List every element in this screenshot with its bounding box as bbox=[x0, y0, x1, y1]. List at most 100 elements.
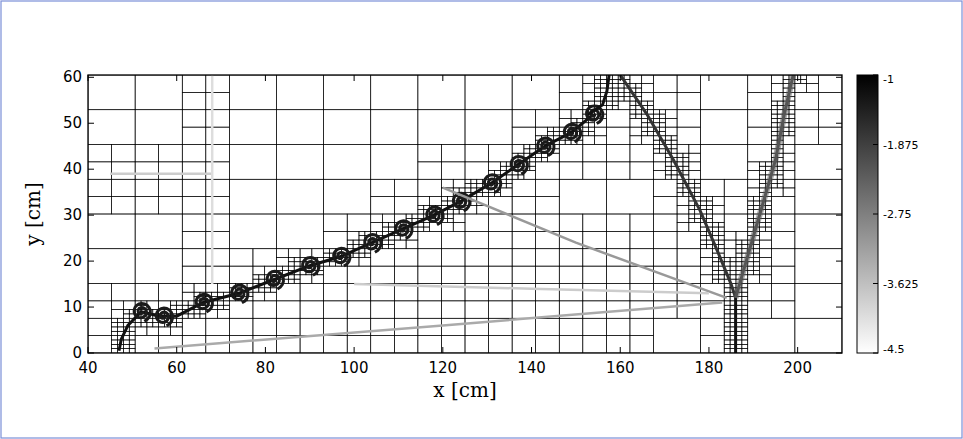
mesh-cell bbox=[695, 214, 701, 218]
mesh-cell bbox=[483, 192, 489, 196]
mesh-cell bbox=[606, 127, 630, 144]
mesh-cell bbox=[748, 92, 772, 109]
mesh-cell bbox=[654, 301, 678, 318]
mesh-cell bbox=[659, 123, 665, 127]
mesh-cell bbox=[765, 227, 771, 231]
mesh-cell bbox=[618, 88, 624, 92]
mesh-cell bbox=[760, 227, 766, 231]
mesh-cell bbox=[465, 231, 489, 248]
mesh-cell bbox=[724, 292, 730, 296]
mesh-cell bbox=[701, 257, 713, 266]
mesh-cell bbox=[736, 240, 742, 244]
mesh-cell bbox=[807, 84, 819, 93]
mesh-cell bbox=[748, 188, 760, 197]
mesh-cell bbox=[206, 318, 230, 335]
mesh-cell bbox=[536, 153, 542, 157]
mesh-cell bbox=[489, 249, 513, 266]
mesh-cell bbox=[206, 284, 218, 293]
mesh-cell bbox=[771, 301, 795, 318]
mesh-cell bbox=[595, 136, 607, 145]
mesh-cell bbox=[112, 310, 124, 319]
mesh-cell bbox=[783, 79, 789, 83]
mesh-cell bbox=[724, 340, 730, 344]
mesh-cell bbox=[712, 257, 718, 261]
mesh-cell bbox=[182, 284, 194, 293]
mesh-cell bbox=[524, 149, 530, 153]
feature-line bbox=[354, 284, 709, 293]
mesh-cell bbox=[595, 84, 601, 88]
mesh-cell bbox=[701, 205, 707, 209]
mesh-cell bbox=[300, 284, 324, 301]
mesh-cell bbox=[748, 145, 772, 162]
mesh-cell bbox=[671, 149, 677, 153]
mesh-cell bbox=[229, 301, 253, 318]
x-tick bbox=[620, 347, 621, 353]
mesh-cell bbox=[671, 175, 677, 179]
mesh-cell bbox=[512, 197, 536, 214]
mesh-cell bbox=[418, 336, 442, 353]
mesh-cell bbox=[777, 105, 783, 109]
x-tick-label: 80 bbox=[256, 359, 275, 377]
mesh-cell bbox=[795, 110, 819, 127]
mesh-cell bbox=[754, 253, 760, 257]
mesh-cell bbox=[512, 179, 536, 196]
mesh-cell bbox=[654, 75, 678, 92]
mesh-cell bbox=[123, 349, 129, 353]
y-tick bbox=[836, 169, 842, 170]
mesh-cell bbox=[388, 227, 394, 231]
mesh-cell bbox=[465, 75, 512, 110]
mesh-cell bbox=[724, 301, 730, 305]
mesh-cell bbox=[701, 266, 713, 275]
mesh-cell bbox=[789, 118, 795, 122]
mesh-cell bbox=[742, 318, 748, 322]
y-tick bbox=[836, 261, 842, 262]
mesh-cell bbox=[383, 223, 389, 227]
mesh-cell bbox=[677, 205, 689, 214]
mesh-cell bbox=[636, 84, 642, 88]
mesh-cell bbox=[718, 223, 724, 227]
mesh-cell bbox=[742, 314, 748, 318]
mesh-cell bbox=[547, 127, 553, 131]
mesh-cell bbox=[129, 331, 135, 335]
y-tick bbox=[88, 123, 94, 124]
mesh-cell bbox=[200, 310, 206, 314]
mesh-cell bbox=[689, 205, 695, 209]
mesh-cell bbox=[324, 253, 330, 257]
mesh-cell bbox=[795, 284, 842, 319]
mesh-cell bbox=[689, 218, 695, 222]
mesh-cell bbox=[506, 175, 512, 179]
mesh-cell bbox=[530, 145, 536, 149]
mesh-cell bbox=[624, 75, 630, 79]
mesh-cell bbox=[630, 231, 654, 248]
mesh-cell bbox=[347, 244, 353, 248]
mesh-cell bbox=[206, 110, 230, 127]
mesh-cell bbox=[642, 75, 654, 84]
mesh-cell bbox=[259, 288, 265, 292]
mesh-cell bbox=[701, 318, 725, 335]
mesh-cell bbox=[571, 110, 583, 119]
mesh-cell bbox=[701, 75, 748, 110]
mesh-cell bbox=[294, 262, 300, 266]
mesh-cell bbox=[512, 301, 536, 318]
x-tick bbox=[620, 75, 621, 81]
mesh-cell bbox=[760, 162, 766, 166]
mesh-cell bbox=[677, 158, 683, 162]
mesh-cell bbox=[536, 179, 560, 196]
mesh-cell bbox=[642, 92, 654, 101]
mesh-cell bbox=[188, 301, 194, 305]
mesh-cell bbox=[277, 301, 301, 318]
mesh-cell bbox=[394, 197, 418, 214]
mesh-cell bbox=[135, 284, 159, 301]
mesh-cell bbox=[324, 214, 348, 231]
mesh-cell bbox=[159, 162, 183, 179]
y-tick bbox=[836, 77, 842, 78]
mesh-cell bbox=[536, 284, 560, 301]
mesh-cell bbox=[418, 110, 465, 145]
mesh-cell bbox=[712, 205, 724, 214]
mesh-cell bbox=[659, 127, 665, 131]
y-axis-title: y [cm] bbox=[21, 182, 45, 246]
x-tick-label: 100 bbox=[340, 359, 369, 377]
x-tick bbox=[442, 347, 443, 353]
mesh-cell bbox=[789, 105, 795, 109]
mesh-cell bbox=[707, 205, 713, 209]
